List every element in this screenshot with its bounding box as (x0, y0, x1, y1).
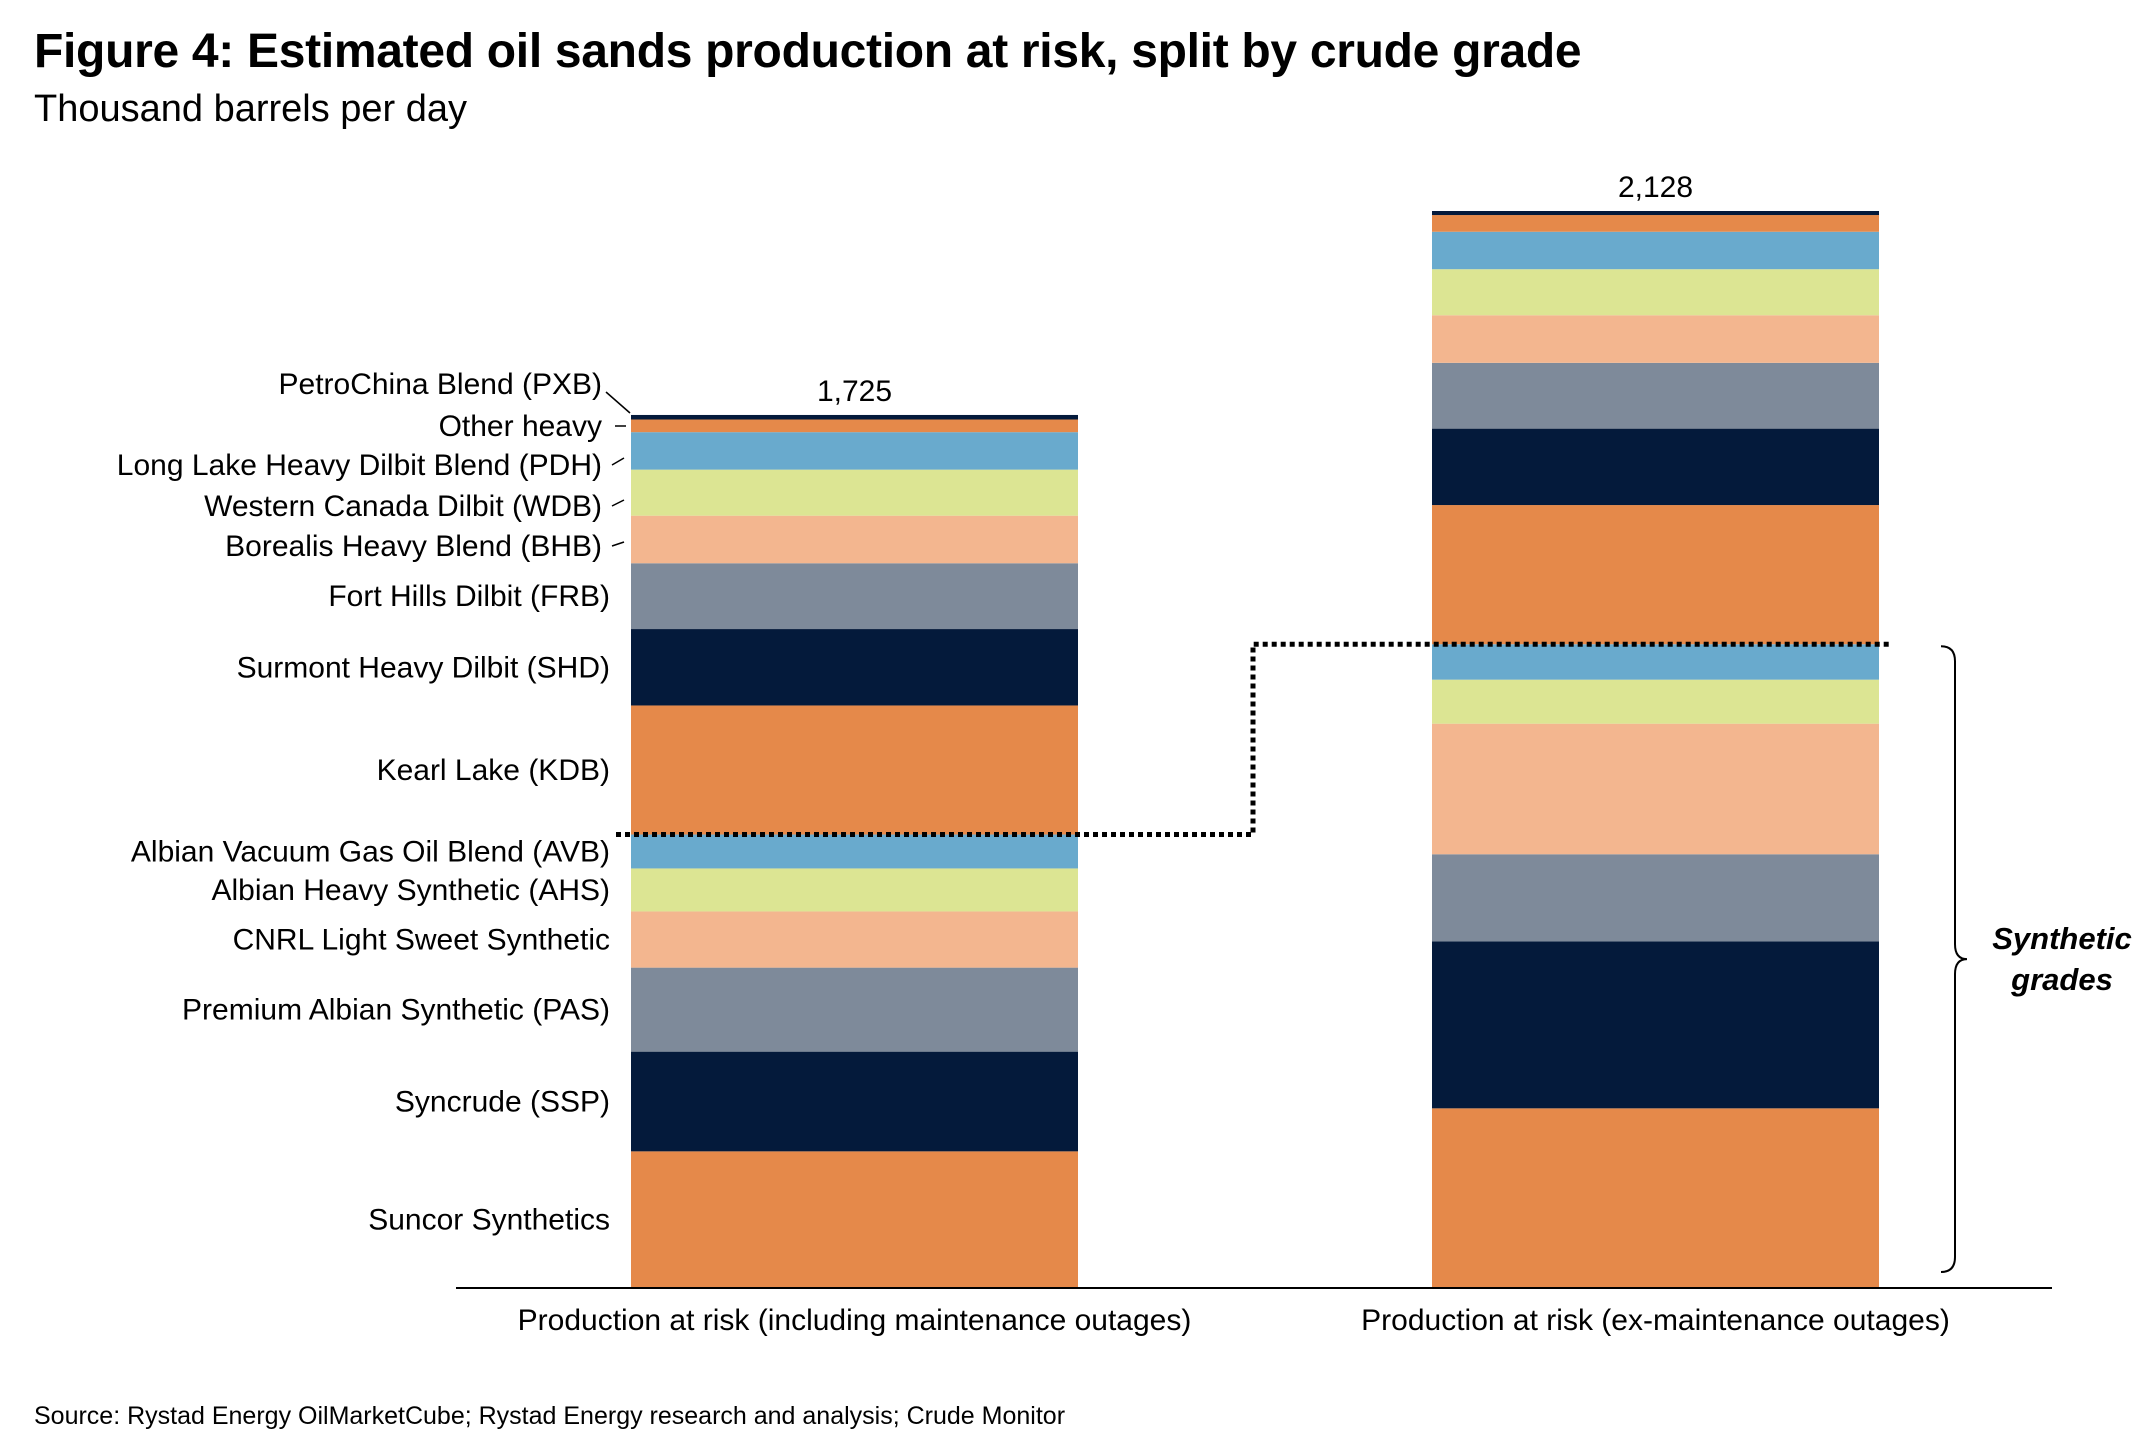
bar-segment-surmont-heavy-dilbit-shd-ex-maintenance (1432, 428, 1879, 506)
bar-segment-suncor-synthetics-incl-maintenance (631, 1151, 1078, 1288)
total-label-incl-maintenance: 1,725 (817, 375, 892, 408)
bar-segment-albian-heavy-synthetic-ahs-incl-maintenance (631, 868, 1078, 912)
series-label-other-heavy: Other heavy (439, 410, 602, 443)
bar-segment-cnrl-light-sweet-synthetic-ex-maintenance (1432, 723, 1879, 855)
x-axis-label-ex-maintenance: Production at risk (ex-maintenance outag… (1361, 1304, 1950, 1337)
bar-segment-petrochina-blend-pxb-incl-maintenance (631, 414, 1078, 420)
bar-segment-syncrude-ssp-incl-maintenance (631, 1051, 1078, 1152)
series-label-suncor-synthetics: Suncor Synthetics (368, 1204, 610, 1237)
bar-segment-kearl-lake-kdb-ex-maintenance (1432, 505, 1879, 645)
bar-segment-long-lake-heavy-dilbit-blend-pdh-ex-maintenance (1432, 231, 1879, 270)
bar-segment-other-heavy-incl-maintenance (631, 419, 1078, 433)
bar-segment-albian-vacuum-gas-oil-blend-avb-ex-maintenance (1432, 644, 1879, 680)
series-label-borealis-heavy-blend-bhb: Borealis Heavy Blend (BHB) (225, 530, 602, 563)
synthetic-annotation-line1: Synthetic (1992, 921, 2132, 956)
bar-segment-borealis-heavy-blend-bhb-incl-maintenance (631, 515, 1078, 564)
bar-segment-albian-heavy-synthetic-ahs-ex-maintenance (1432, 679, 1879, 724)
series-label-petrochina-blend-pxb: PetroChina Blend (PXB) (279, 368, 603, 401)
bar-segment-borealis-heavy-blend-bhb-ex-maintenance (1432, 315, 1879, 363)
bar-segment-petrochina-blend-pxb-ex-maintenance (1432, 211, 1879, 216)
total-labels: 1,725 2,128 (817, 171, 1693, 408)
chart-title: Figure 4: Estimated oil sands production… (34, 25, 1582, 78)
bar-segment-fort-hills-dilbit-frb-ex-maintenance (1432, 362, 1879, 429)
series-label-surmont-heavy-dilbit-shd: Surmont Heavy Dilbit (SHD) (237, 651, 610, 684)
series-label-syncrude-ssp: Syncrude (SSP) (395, 1085, 610, 1118)
leader-line-long-lake-heavy-dilbit-blend-pdh (611, 457, 625, 466)
series-label-cnrl-light-sweet-synthetic: CNRL Light Sweet Synthetic (233, 924, 610, 957)
bar-segment-syncrude-ssp-ex-maintenance (1432, 941, 1879, 1109)
bar-segment-premium-albian-synthetic-pas-incl-maintenance (631, 967, 1078, 1052)
bar-segment-western-canada-dilbit-wdb-ex-maintenance (1432, 269, 1879, 316)
x-axis-label-incl-maintenance: Production at risk (including maintenanc… (518, 1304, 1192, 1337)
series-label-albian-vacuum-gas-oil-blend-avb: Albian Vacuum Gas Oil Blend (AVB) (131, 835, 610, 868)
total-label-ex-maintenance: 2,128 (1618, 171, 1693, 204)
series-labels: Suncor Synthetics Syncrude (SSP) Premium A… (117, 368, 610, 1237)
leader-line-borealis-heavy-blend-bhb (611, 541, 625, 547)
bar-segment-premium-albian-synthetic-pas-ex-maintenance (1432, 854, 1879, 942)
synthetic-grades-brace (1940, 645, 1968, 1273)
series-label-fort-hills-dilbit-frb: Fort Hills Dilbit (FRB) (328, 580, 610, 613)
bar-segment-western-canada-dilbit-wdb-incl-maintenance (631, 469, 1078, 516)
bar-segment-fort-hills-dilbit-frb-incl-maintenance (631, 563, 1078, 630)
bar-segment-surmont-heavy-dilbit-shd-incl-maintenance (631, 629, 1078, 706)
bar-segment-long-lake-heavy-dilbit-blend-pdh-incl-maintenance (631, 432, 1078, 470)
synthetic-annotation-line2: grades (2010, 962, 2113, 997)
bar-segment-cnrl-light-sweet-synthetic-incl-maintenance (631, 911, 1078, 968)
series-label-western-canada-dilbit-wdb: Western Canada Dilbit (WDB) (204, 490, 602, 523)
bar-segment-other-heavy-ex-maintenance (1432, 215, 1879, 232)
bar-segment-kearl-lake-kdb-incl-maintenance (631, 705, 1078, 835)
bar-segment-albian-vacuum-gas-oil-blend-avb-incl-maintenance (631, 834, 1078, 869)
leader-line-petrochina-blend-pxb (605, 391, 631, 414)
x-axis-labels: Production at risk (including maintenanc… (518, 1304, 1950, 1337)
source-note: Source: Rystad Energy OilMarketCube; Rys… (34, 1402, 1066, 1430)
series-label-albian-heavy-synthetic-ahs: Albian Heavy Synthetic (AHS) (212, 874, 611, 907)
leader-line-western-canada-dilbit-wdb (611, 499, 625, 507)
chart-subtitle: Thousand barrels per day (34, 88, 468, 130)
series-label-long-lake-heavy-dilbit-blend-pdh: Long Lake Heavy Dilbit Blend (PDH) (117, 449, 602, 482)
bar-segment-suncor-synthetics-ex-maintenance (1432, 1108, 1879, 1288)
label-leader-lines (605, 391, 631, 547)
series-label-kearl-lake-kdb: Kearl Lake (KDB) (377, 754, 610, 787)
series-label-premium-albian-synthetic-pas: Premium Albian Synthetic (PAS) (182, 994, 610, 1027)
bar-segments (631, 211, 1879, 1288)
synthetic-divider-dotted-line (616, 641, 1889, 838)
